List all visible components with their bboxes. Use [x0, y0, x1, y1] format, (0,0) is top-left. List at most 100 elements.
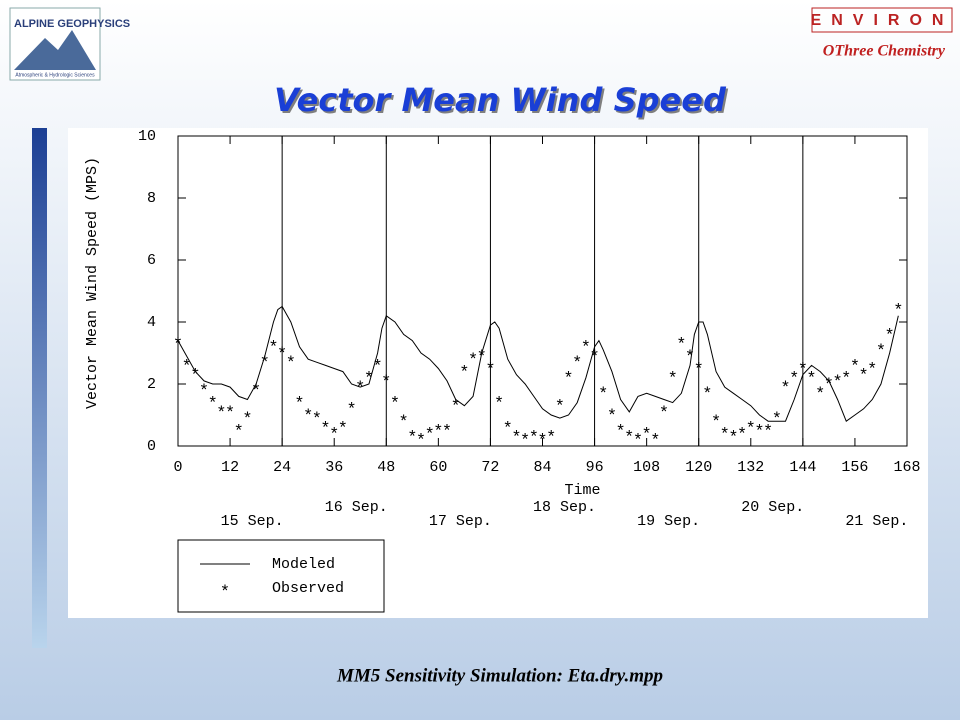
- company-subtitle: OThree Chemistry: [823, 43, 946, 60]
- observed-point: *: [876, 342, 886, 361]
- day-label: 15 Sep.: [221, 513, 284, 530]
- observed-point: *: [399, 414, 409, 433]
- side-bar: [32, 128, 47, 648]
- x-tick-label: 0: [173, 459, 182, 476]
- y-tick-label: 10: [138, 128, 156, 145]
- observed-point: *: [503, 420, 513, 439]
- observed-point: *: [312, 410, 322, 429]
- observed-point: *: [260, 355, 270, 374]
- observed-point: *: [182, 358, 192, 377]
- observed-point: *: [511, 429, 521, 448]
- observed-point: *: [772, 410, 782, 429]
- caption: MM5 Sensitivity Simulation: Eta.dry.mpp: [336, 665, 663, 686]
- observed-point: *: [711, 414, 721, 433]
- x-tick-label: 120: [685, 459, 712, 476]
- day-label: 17 Sep.: [429, 513, 492, 530]
- x-tick-label: 168: [893, 459, 920, 476]
- observed-point: *: [720, 426, 730, 445]
- observed-point: *: [216, 404, 226, 423]
- day-label: 16 Sep.: [325, 499, 388, 516]
- title-shadow: Vector Mean Wind Speed: [276, 83, 729, 121]
- y-axis-label: Vector Mean Wind Speed (MPS): [84, 157, 101, 409]
- observed-point: *: [832, 373, 842, 392]
- observed-point: *: [485, 361, 495, 380]
- x-tick-label: 132: [737, 459, 764, 476]
- observed-point: *: [616, 423, 626, 442]
- observed-point: *: [459, 364, 469, 383]
- observed-point: *: [563, 370, 573, 389]
- observed-point: *: [320, 420, 330, 439]
- x-tick-label: 96: [586, 459, 604, 476]
- x-tick-label: 60: [429, 459, 447, 476]
- legend-label: Modeled: [272, 556, 335, 573]
- observed-point: *: [668, 370, 678, 389]
- observed-point: *: [451, 398, 461, 417]
- observed-point: *: [381, 373, 391, 392]
- observed-point: *: [815, 386, 825, 405]
- observed-point: *: [572, 355, 582, 374]
- x-tick-label: 84: [533, 459, 551, 476]
- title: Vector Mean Wind Speed: [274, 81, 727, 119]
- observed-point: *: [728, 429, 738, 448]
- observed-point: *: [303, 407, 313, 426]
- observed-point: *: [529, 429, 539, 448]
- x-tick-label: 24: [273, 459, 291, 476]
- company-box: [811, 7, 953, 33]
- observed-point: *: [355, 379, 365, 398]
- observed-point: *: [468, 352, 478, 371]
- observed-point: *: [425, 426, 435, 445]
- observed-point: *: [780, 379, 790, 398]
- x-tick-label: 156: [841, 459, 868, 476]
- observed-point: *: [581, 339, 591, 358]
- observed-point: *: [624, 429, 634, 448]
- observed-point: *: [390, 395, 400, 414]
- observed-point: *: [859, 367, 869, 386]
- observed-point: *: [407, 429, 417, 448]
- y-tick-label: 6: [147, 252, 156, 269]
- observed-point: *: [199, 383, 209, 402]
- x-tick-label: 48: [377, 459, 395, 476]
- observed-point: *: [520, 432, 530, 451]
- company: ENVIRON: [811, 12, 954, 29]
- observed-point: *: [294, 395, 304, 414]
- x-tick-label: 12: [221, 459, 239, 476]
- observed-point: *: [286, 355, 296, 374]
- observed-point: *: [589, 348, 599, 367]
- y-tick-label: 0: [147, 438, 156, 455]
- observed-point: *: [373, 358, 383, 377]
- observed-point: *: [433, 423, 443, 442]
- logo-subtext: Atmospheric & Hydrologic Sciences: [15, 72, 95, 78]
- observed-point: *: [659, 404, 669, 423]
- day-label: 21 Sep.: [845, 513, 908, 530]
- logo-text: ALPINE GEOPHYSICS: [14, 18, 130, 30]
- observed-point: *: [494, 395, 504, 414]
- observed-point: *: [633, 432, 643, 451]
- legend-box: [177, 539, 385, 613]
- observed-point: *: [546, 429, 556, 448]
- observed-point: *: [416, 432, 426, 451]
- legend-marker: *: [220, 583, 230, 602]
- observed-point: *: [268, 339, 278, 358]
- observed-point: *: [867, 361, 877, 380]
- observed-point: *: [329, 426, 339, 445]
- day-label: 20 Sep.: [741, 499, 804, 516]
- observed-point: *: [841, 370, 851, 389]
- observed-point: *: [477, 348, 487, 367]
- observed-point: *: [850, 358, 860, 377]
- observed-point: *: [442, 423, 452, 442]
- observed-point: *: [694, 361, 704, 380]
- observed-point: *: [824, 376, 834, 395]
- logo: ALPINE GEOPHYSICS Atmospheric & Hydrolog…: [9, 7, 130, 81]
- day-label: 18 Sep.: [533, 499, 596, 516]
- observed-point: *: [234, 423, 244, 442]
- observed-point: *: [789, 370, 799, 389]
- observed-point: *: [251, 383, 261, 402]
- observed-point: *: [893, 302, 903, 321]
- x-tick-label: 36: [325, 459, 343, 476]
- observed-point: *: [537, 432, 547, 451]
- x-tick-label: 72: [481, 459, 499, 476]
- modeled-line: [177, 305, 899, 422]
- y-tick-label: 8: [147, 190, 156, 207]
